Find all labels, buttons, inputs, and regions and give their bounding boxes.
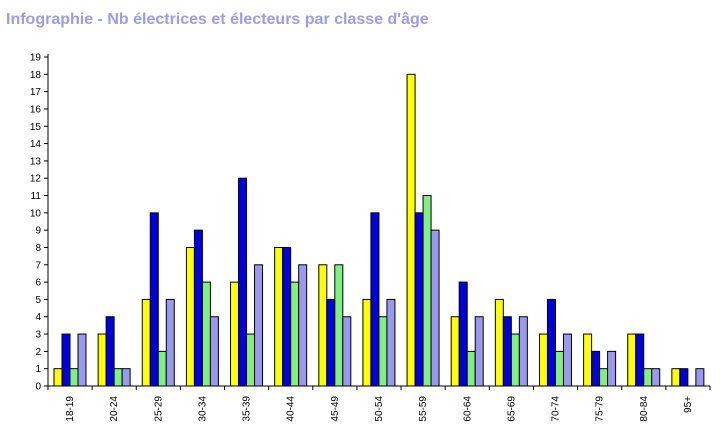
bar [414,212,424,387]
bar [77,333,87,387]
bar [607,350,617,387]
x-tick-label: 30-34 [197,396,208,422]
bar [458,281,468,387]
bar [643,368,653,387]
bar [450,316,460,387]
bar [494,298,504,387]
bar [201,281,211,387]
bar [113,368,123,387]
y-tick-label: 14 [30,139,42,150]
x-axis: 18-19 20-24 25-29 30-34 35-39 40-44 45-49 50-54… [47,385,711,422]
bar [422,195,432,387]
y-tick-label: 15 [30,122,42,133]
bar [695,368,705,387]
x-tick-label: 75-79 [595,396,606,422]
bar [599,368,609,387]
bar [430,229,440,387]
x-tick-label: 95+ [683,396,694,413]
bar [105,316,115,387]
x-tick-label: 45-49 [330,396,341,422]
bar [538,333,548,387]
bar [282,246,292,387]
bar [562,333,572,387]
bar [209,316,219,387]
bar [502,316,512,387]
bar [510,333,520,387]
y-tick-label: 18 [30,70,42,81]
bar [378,316,388,387]
y-tick-label: 12 [30,174,42,185]
bar [406,73,416,387]
bar [583,333,593,387]
y-tick-label: 9 [35,226,41,237]
y-tick-label: 5 [35,295,41,306]
y-tick-label: 6 [35,278,41,289]
bar [518,316,528,387]
x-tick-label: 60-64 [462,396,473,422]
bar [370,212,380,387]
bar [230,281,240,387]
y-tick-label: 16 [30,104,42,115]
bar [97,333,107,387]
y-tick-label: 0 [35,382,41,393]
y-tick-label: 7 [35,260,41,271]
x-tick-label: 18-19 [65,396,76,422]
bar [149,212,159,387]
bar [546,298,556,387]
bar [298,264,308,387]
bar [318,264,328,387]
bar [141,298,151,387]
bar [246,333,256,387]
y-tick-label: 3 [35,330,41,341]
bar [326,298,336,387]
bar [165,298,175,387]
bar [61,333,71,387]
y-tick-label: 2 [35,347,41,358]
bar [274,246,284,387]
y-tick-label: 8 [35,243,41,254]
x-tick-label: 70-74 [551,396,562,422]
bar [362,298,372,387]
y-tick-label: 11 [31,191,42,202]
x-tick-label: 55-59 [418,396,429,422]
bar [651,368,661,387]
x-tick-label: 35-39 [242,396,253,422]
bar [635,333,645,387]
y-tick-label: 13 [30,156,42,167]
x-tick-label: 25-29 [153,396,164,422]
bar [254,264,264,387]
x-tick-label: 65-69 [506,396,517,422]
x-tick-label: 40-44 [286,396,297,422]
bar [121,368,131,387]
bar [679,368,689,387]
bar [185,246,195,387]
bar [193,229,203,387]
bar [157,350,167,387]
y-tick-label: 4 [35,312,41,323]
bar [53,368,63,387]
bar [627,333,637,387]
bar [386,298,396,387]
bar [466,350,476,387]
bar [238,177,248,387]
bar [290,281,300,387]
x-tick-label: 50-54 [374,396,385,422]
bar [474,316,484,387]
y-tick-label: 10 [30,208,42,219]
x-tick-label: 20-24 [109,396,120,422]
y-tick-label: 17 [30,87,42,98]
y-tick-label: 1 [35,364,41,375]
bar [69,368,79,387]
bar [554,350,564,387]
bar [671,368,681,387]
chart-title: Infographie - Nb électrices et électeurs… [6,11,429,28]
x-tick-label: 80-84 [639,396,650,422]
bars [53,73,705,387]
bar [342,316,352,387]
bar [334,264,344,387]
y-tick-label: 19 [30,53,42,64]
bar [591,350,601,387]
